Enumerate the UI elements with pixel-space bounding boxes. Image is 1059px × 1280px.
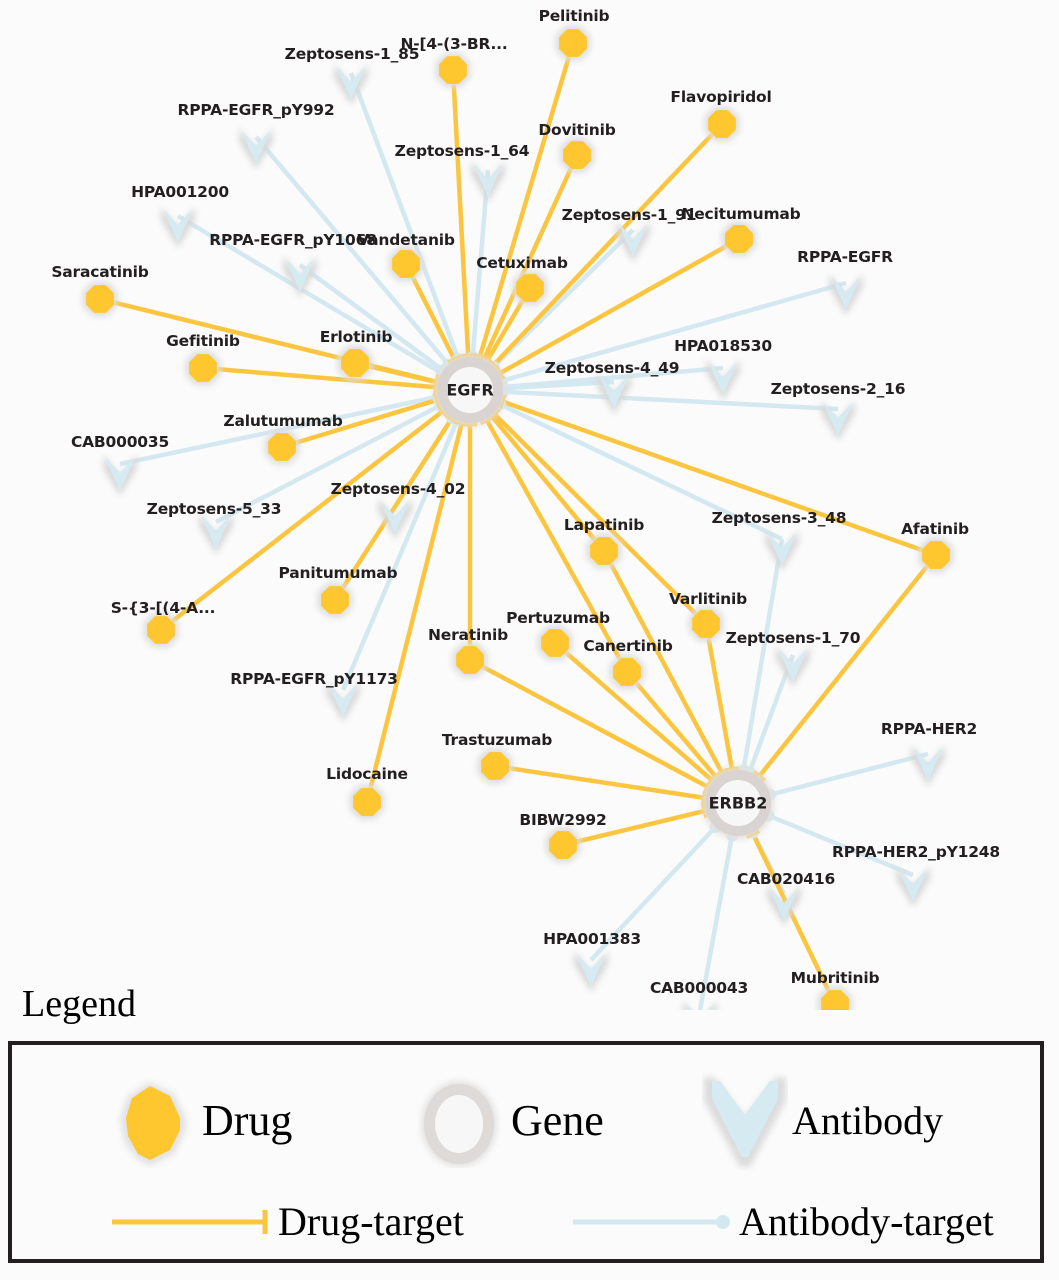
antibody-target-edge[interactable] — [469, 387, 839, 412]
antibody-node[interactable] — [683, 1001, 717, 1010]
drug-target-edge[interactable] — [202, 365, 471, 393]
antibody-node[interactable] — [829, 274, 863, 315]
drug-target-edge[interactable] — [450, 69, 473, 391]
drug-node[interactable] — [918, 537, 954, 573]
legend-item-gene: Gene — [417, 1065, 604, 1177]
antibody-chevron-icon — [704, 1077, 786, 1167]
drug-target-edge[interactable] — [467, 42, 576, 391]
drug-target-edge[interactable] — [468, 388, 708, 626]
drug-target-edge[interactable] — [468, 237, 741, 392]
antibody-node[interactable] — [283, 256, 317, 297]
antibody-node[interactable] — [911, 745, 945, 786]
antibody-node[interactable] — [334, 64, 368, 105]
legend-item-drug-target: Drug-target — [108, 1195, 464, 1249]
legend-item-antibody-target: Antibody-target — [569, 1195, 994, 1249]
drug-node[interactable] — [688, 606, 724, 642]
drug-target-edge[interactable] — [468, 388, 629, 674]
gene-node-egfr[interactable] — [434, 354, 506, 426]
drug-node[interactable] — [264, 429, 300, 465]
antibody-node[interactable] — [471, 161, 505, 202]
antibody-node[interactable] — [765, 530, 799, 571]
antibody-target-edge[interactable] — [119, 387, 471, 467]
antibody-target-edge[interactable] — [469, 365, 724, 393]
legend-label-gene: Gene — [511, 1096, 604, 1145]
antibody-node[interactable] — [199, 513, 233, 554]
drug-target-edge[interactable] — [364, 389, 473, 803]
drug-node[interactable] — [512, 270, 548, 306]
legend-item-drug: Drug — [108, 1065, 292, 1177]
drug-node[interactable] — [337, 345, 373, 381]
legend-label-antibody: Antibody — [792, 1098, 944, 1143]
drug-node[interactable] — [537, 625, 573, 661]
drug-target-edge[interactable] — [553, 641, 740, 805]
antibody-node[interactable] — [574, 951, 608, 992]
antibody-node[interactable] — [326, 681, 360, 722]
antibody-node[interactable] — [239, 128, 273, 169]
drug-target-edge[interactable] — [602, 549, 740, 805]
legend-label-antibody-target: Antibody-target — [739, 1199, 994, 1244]
antibody-node[interactable] — [103, 455, 137, 496]
drug-node[interactable] — [704, 106, 740, 142]
antibody-node[interactable] — [896, 866, 930, 907]
drug-target-edge[interactable] — [494, 763, 739, 806]
antibody-target-edge[interactable] — [340, 389, 473, 691]
antibody-node[interactable] — [706, 359, 740, 400]
antibody-target-edge[interactable] — [254, 135, 472, 392]
legend-label-drug: Drug — [202, 1096, 293, 1145]
antibody-node[interactable] — [767, 885, 801, 926]
legend-item-antibody: Antibody — [702, 1065, 943, 1177]
antibody-target-edge-icon — [573, 1215, 730, 1229]
antibody-node[interactable] — [597, 373, 631, 414]
drug-target-edge[interactable] — [736, 553, 938, 805]
network-graph-canvas[interactable] — [0, 0, 1059, 1010]
drug-target-edge[interactable] — [468, 658, 740, 805]
drug-target-edge[interactable] — [468, 122, 724, 392]
drug-node[interactable] — [349, 784, 385, 820]
gene-node-label: ERBB2 — [708, 793, 768, 813]
drug-node[interactable] — [82, 281, 118, 317]
drug-node[interactable] — [388, 246, 424, 282]
drug-node[interactable] — [143, 612, 179, 648]
drug-target-edge[interactable] — [159, 388, 472, 632]
drug-octagon-icon — [120, 1082, 186, 1166]
antibody-target-edge[interactable] — [735, 538, 785, 804]
drug-node[interactable] — [477, 748, 513, 784]
gene-node-erbb2[interactable] — [702, 767, 774, 839]
legend-label-drug-target: Drug-target — [278, 1199, 464, 1244]
drug-node[interactable] — [545, 827, 581, 863]
legend-title: Legend — [22, 983, 136, 1025]
drug-node[interactable] — [721, 221, 757, 257]
drug-node[interactable] — [586, 533, 622, 569]
antibody-target-edge[interactable] — [348, 72, 473, 391]
drug-node[interactable] — [452, 642, 488, 678]
drug-target-edge[interactable] — [469, 387, 937, 558]
gene-node-label: EGFR — [446, 380, 494, 400]
drug-node[interactable] — [317, 582, 353, 618]
drug-node[interactable] — [435, 52, 471, 88]
antibody-target-edge[interactable] — [469, 280, 847, 393]
legend-box: Drug Gene Antibody — [8, 1041, 1044, 1263]
drug-target-edge-icon — [112, 1210, 268, 1234]
antibody-target-edge[interactable] — [176, 214, 472, 392]
gene-circle-icon — [421, 1081, 497, 1167]
antibody-node[interactable] — [616, 221, 650, 262]
nodes-layer — [82, 25, 954, 1010]
antibody-target-edge[interactable] — [214, 388, 472, 524]
drug-node[interactable] — [559, 137, 595, 173]
antibody-target-edge[interactable] — [469, 387, 783, 542]
drug-node[interactable] — [185, 350, 221, 386]
drug-node[interactable] — [555, 25, 591, 61]
drug-node[interactable] — [817, 986, 853, 1010]
drug-node[interactable] — [609, 654, 645, 690]
antibody-node[interactable] — [776, 646, 810, 687]
legend: Legend Drug Gene — [0, 985, 1059, 1280]
antibody-node[interactable] — [821, 400, 855, 441]
antibody-node[interactable] — [378, 498, 412, 539]
antibody-node[interactable] — [161, 207, 195, 248]
drug-target-edge[interactable] — [333, 388, 472, 602]
